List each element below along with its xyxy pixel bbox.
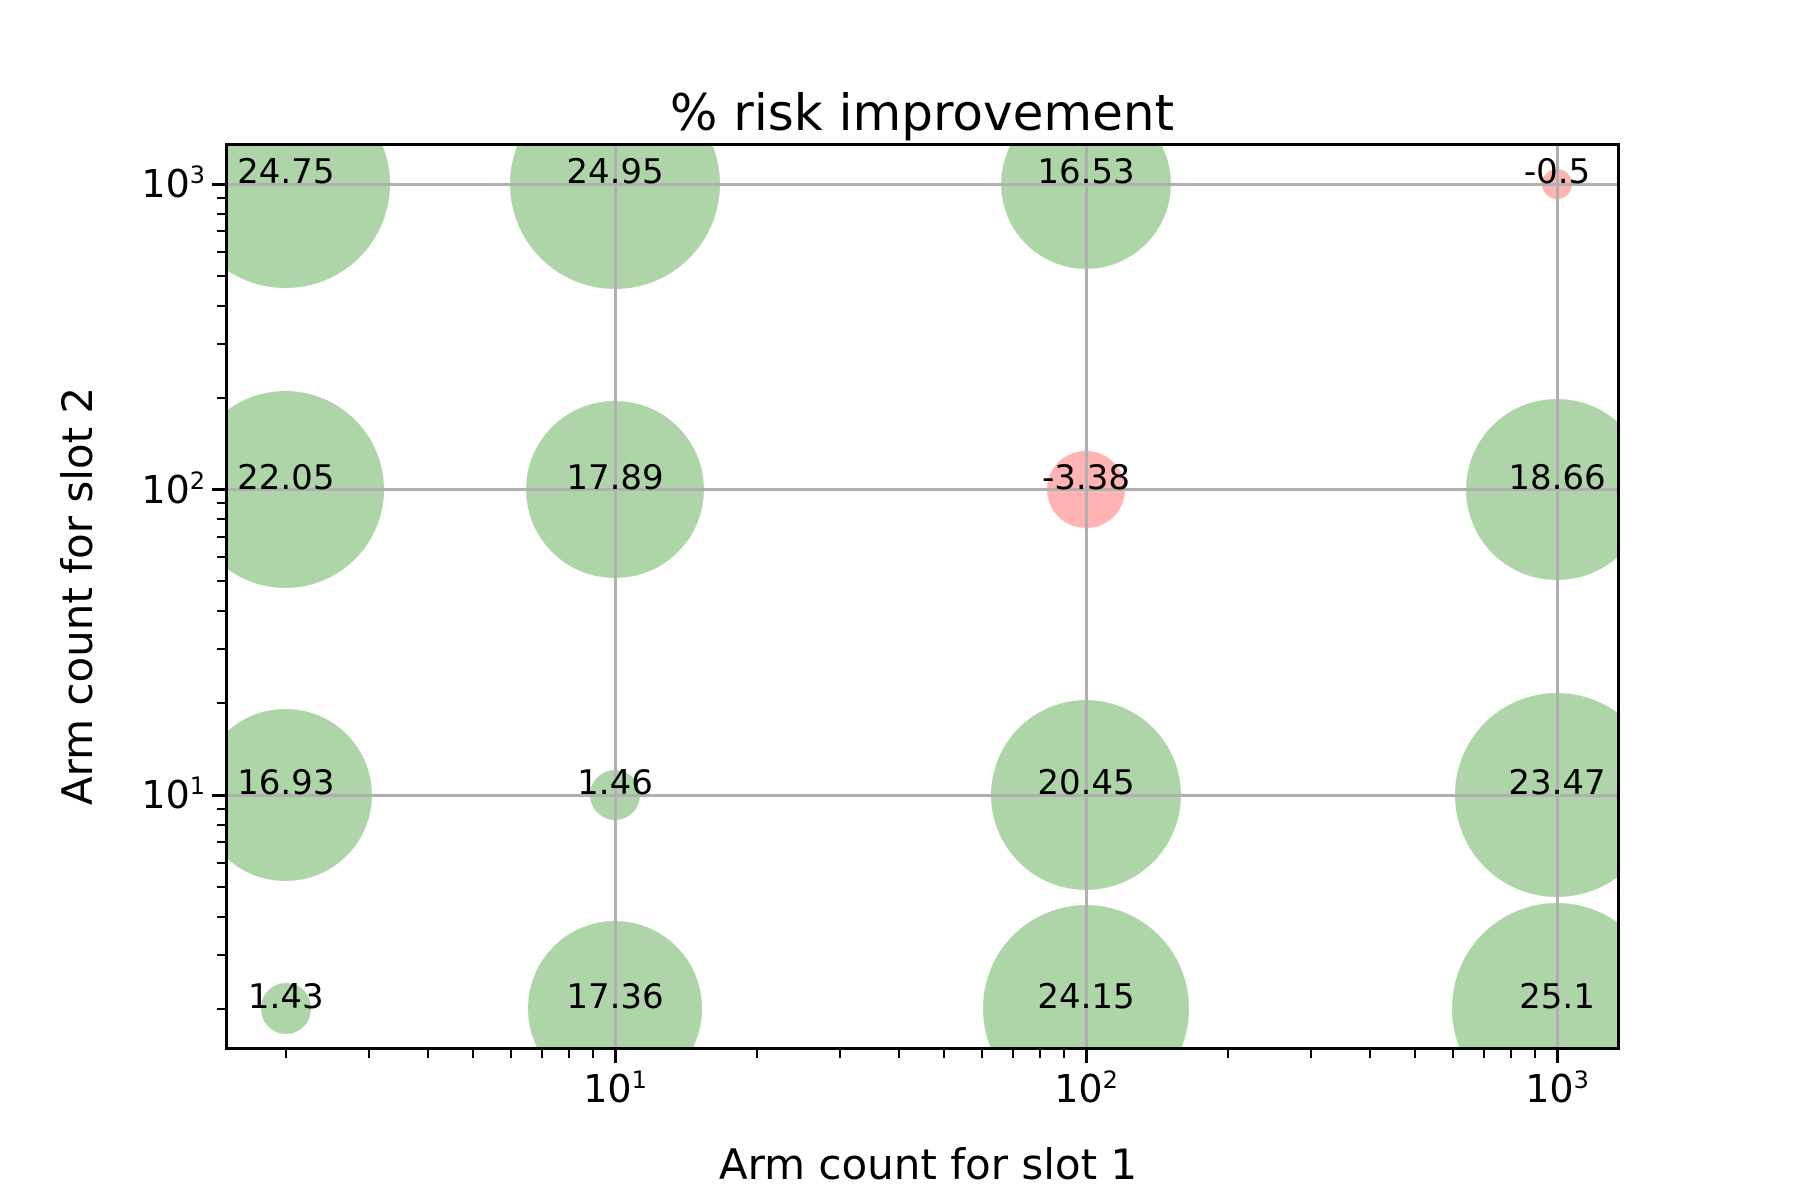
y-minor-tick xyxy=(217,230,225,233)
x-tick-exponent: 3 xyxy=(1573,1066,1589,1095)
y-minor-tick xyxy=(217,648,225,651)
x-minor-tick xyxy=(943,1050,946,1058)
y-minor-tick xyxy=(217,556,225,559)
y-major-tick xyxy=(212,793,225,797)
chart-title: % risk improvement xyxy=(669,84,1175,142)
y-minor-tick xyxy=(217,250,225,253)
x-major-tick xyxy=(1084,1050,1088,1063)
x-minor-tick xyxy=(1226,1050,1229,1058)
x-tick-exponent: 2 xyxy=(1102,1066,1118,1095)
x-major-tick xyxy=(613,1050,617,1063)
x-tick-label: 103 xyxy=(1525,1066,1589,1111)
bubble-value-label: 20.45 xyxy=(1037,763,1135,803)
x-minor-tick xyxy=(1414,1050,1417,1058)
x-minor-tick xyxy=(1451,1050,1454,1058)
bubble-value-label: 24.15 xyxy=(1037,976,1135,1017)
x-minor-tick xyxy=(472,1050,475,1058)
y-major-tick xyxy=(212,488,225,491)
x-minor-tick xyxy=(897,1050,900,1058)
x-major-tick xyxy=(1555,1050,1559,1063)
y-gridline xyxy=(225,488,1620,491)
bubble-value-label: 23.47 xyxy=(1508,763,1606,803)
y-minor-tick xyxy=(217,702,225,705)
x-minor-tick xyxy=(568,1050,571,1058)
y-minor-tick xyxy=(217,342,225,345)
bubble-value-label: 25.1 xyxy=(1519,976,1595,1017)
bubble-value-label: 24.75 xyxy=(237,152,335,192)
y-gridline xyxy=(225,793,1620,797)
y-minor-tick xyxy=(217,953,225,956)
x-minor-tick xyxy=(755,1050,758,1058)
bubble-value-label: -0.5 xyxy=(1523,152,1591,192)
y-tick-exponent: 2 xyxy=(189,466,205,495)
x-minor-tick xyxy=(838,1050,841,1058)
bubble-value-label: 1.43 xyxy=(247,976,324,1017)
y-minor-tick xyxy=(217,841,225,844)
bubble-value-label: 17.36 xyxy=(566,976,664,1017)
x-minor-tick xyxy=(592,1050,595,1058)
y-minor-tick xyxy=(217,518,225,521)
y-tick-exponent: 3 xyxy=(189,161,205,190)
y-minor-tick xyxy=(217,861,225,864)
x-axis-label: Arm count for slot 1 xyxy=(718,1140,1138,1189)
y-minor-tick xyxy=(217,885,225,888)
y-minor-tick xyxy=(217,304,225,307)
x-minor-tick xyxy=(509,1050,512,1058)
x-gridline xyxy=(1084,143,1088,1050)
bubble-value-label: 22.05 xyxy=(237,457,335,498)
plot-area: 24.75 24.95 16.53 -0.5 22.05 17.89 -3.38 18.66 1… xyxy=(225,143,1620,1050)
y-major-tick xyxy=(212,182,225,186)
x-minor-tick xyxy=(1063,1050,1066,1058)
y-tick-label: 102 xyxy=(141,466,205,512)
y-minor-tick xyxy=(217,915,225,918)
data-bubble xyxy=(260,983,311,1034)
x-minor-tick xyxy=(1368,1050,1371,1058)
y-tick-label: 103 xyxy=(141,161,205,206)
x-gridline xyxy=(1555,143,1559,1050)
y-minor-tick xyxy=(217,396,225,399)
y-gridline xyxy=(225,182,1620,186)
y-minor-tick xyxy=(217,535,225,538)
y-minor-tick xyxy=(217,196,225,199)
x-minor-tick xyxy=(1510,1050,1513,1058)
x-tick-exponent: 1 xyxy=(631,1066,647,1095)
x-minor-tick xyxy=(1534,1050,1537,1058)
y-axis-label: Arm count for slot 2 xyxy=(53,386,102,806)
x-tick-label: 101 xyxy=(583,1066,647,1111)
x-minor-tick xyxy=(1483,1050,1486,1058)
bubble-value-label: -3.38 xyxy=(1042,457,1130,498)
y-minor-tick xyxy=(217,1007,225,1010)
x-minor-tick xyxy=(284,1050,287,1058)
bubble-value-label: 1.46 xyxy=(577,763,653,803)
bubble-value-label: 16.53 xyxy=(1037,152,1135,192)
x-minor-tick xyxy=(1012,1050,1015,1058)
y-minor-tick xyxy=(217,823,225,826)
x-minor-tick xyxy=(1039,1050,1042,1058)
x-gridline xyxy=(613,143,617,1050)
x-minor-tick xyxy=(541,1050,544,1058)
x-tick-label: 102 xyxy=(1054,1066,1118,1111)
bubble-value-label: 17.89 xyxy=(566,457,664,498)
y-tick-exponent: 1 xyxy=(189,772,205,801)
y-minor-tick xyxy=(217,580,225,583)
y-tick-label: 101 xyxy=(141,772,205,817)
y-minor-tick xyxy=(217,274,225,277)
y-minor-tick xyxy=(217,610,225,613)
bubble-value-label: 18.66 xyxy=(1508,457,1606,498)
bubble-value-label: 24.95 xyxy=(566,152,664,192)
y-minor-tick xyxy=(217,212,225,215)
x-minor-tick xyxy=(1309,1050,1312,1058)
x-minor-tick xyxy=(426,1050,429,1058)
y-minor-tick xyxy=(217,807,225,810)
bubble-value-label: 16.93 xyxy=(237,763,335,803)
x-minor-tick xyxy=(980,1050,983,1058)
x-minor-tick xyxy=(367,1050,370,1058)
y-minor-tick xyxy=(217,502,225,505)
